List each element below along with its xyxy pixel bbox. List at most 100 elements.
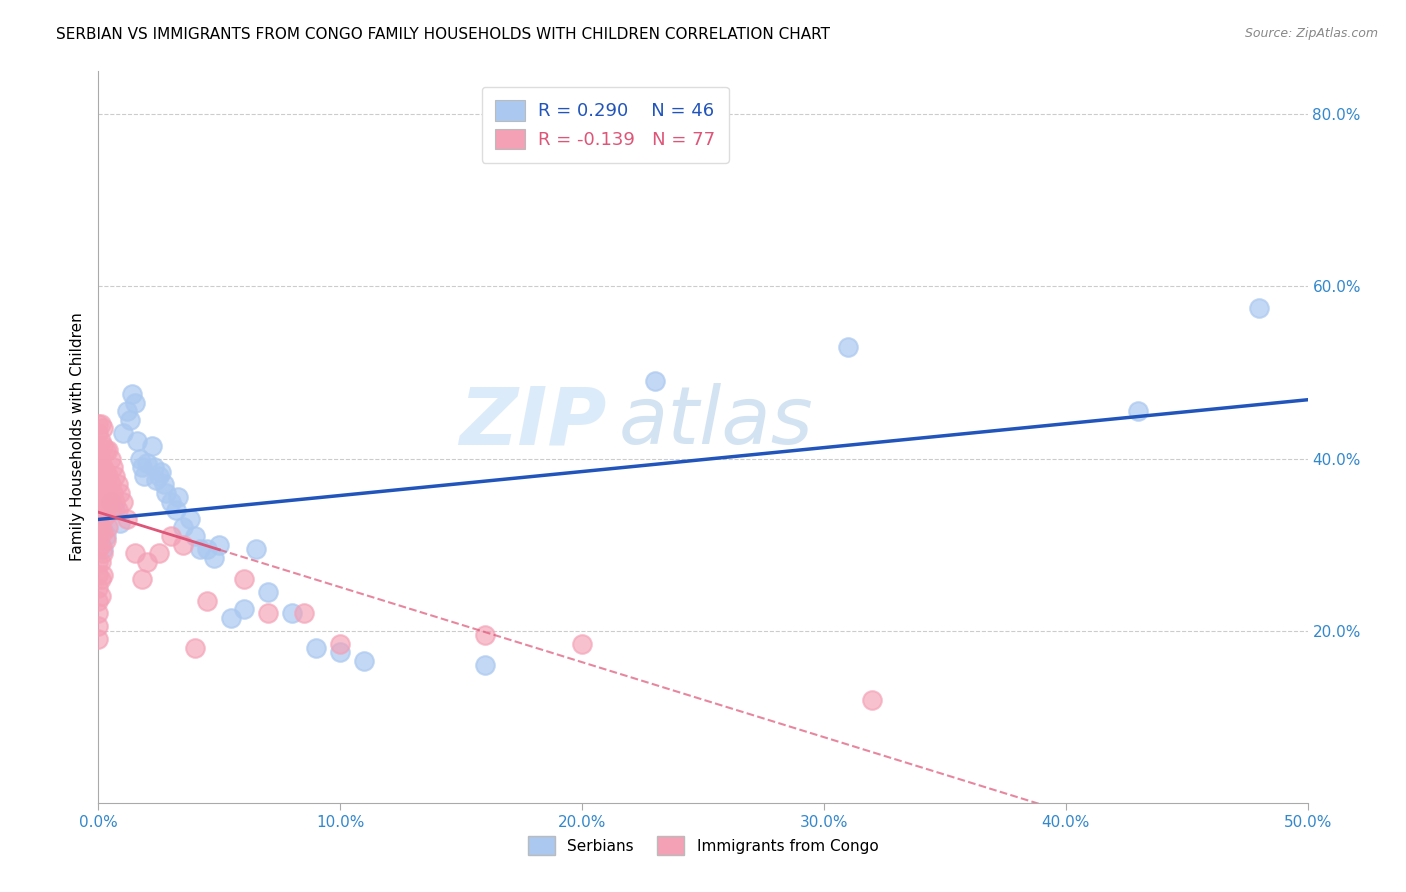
Point	[101, 460, 124, 475]
Text: atlas: atlas	[619, 384, 813, 461]
Point	[97, 494, 120, 508]
Point	[131, 572, 153, 586]
Point	[117, 404, 139, 418]
Y-axis label: Family Households with Children: Family Households with Children	[69, 313, 84, 561]
Point	[87, 567, 110, 582]
Point	[87, 465, 110, 479]
Point	[256, 607, 278, 621]
Point	[172, 520, 194, 534]
Point	[135, 555, 157, 569]
Point	[87, 524, 110, 539]
Point	[184, 529, 207, 543]
Point	[150, 465, 173, 479]
Point	[195, 593, 218, 607]
Point	[128, 451, 150, 466]
Point	[87, 482, 110, 496]
Point	[91, 460, 114, 475]
Point	[90, 538, 112, 552]
Point	[94, 529, 117, 543]
Point	[155, 486, 177, 500]
Point	[860, 692, 883, 706]
Point	[117, 512, 139, 526]
Point	[90, 589, 112, 603]
Point	[87, 439, 110, 453]
Point	[87, 456, 110, 470]
Point	[111, 425, 134, 440]
Point	[94, 508, 117, 522]
Point	[124, 395, 146, 409]
Point	[167, 491, 190, 505]
Point	[91, 482, 114, 496]
Point	[305, 640, 328, 655]
Point	[135, 456, 157, 470]
Point	[87, 516, 110, 530]
Point	[101, 486, 124, 500]
Point	[90, 520, 112, 534]
Point	[148, 546, 170, 560]
Point	[90, 468, 112, 483]
Point	[87, 607, 110, 621]
Point	[94, 533, 117, 548]
Point	[87, 447, 110, 461]
Point	[100, 451, 122, 466]
Point	[90, 520, 112, 534]
Point	[1128, 404, 1150, 418]
Point	[1249, 301, 1271, 315]
Point	[87, 555, 110, 569]
Text: Source: ZipAtlas.com: Source: ZipAtlas.com	[1244, 27, 1378, 40]
Point	[87, 508, 110, 522]
Point	[87, 491, 110, 505]
Point	[353, 654, 375, 668]
Point	[204, 550, 226, 565]
Point	[221, 611, 243, 625]
Point	[97, 468, 120, 483]
Point	[256, 585, 278, 599]
Point	[90, 451, 112, 466]
Point	[90, 417, 112, 432]
Point	[91, 503, 114, 517]
Point	[474, 628, 496, 642]
Point	[131, 460, 153, 475]
Point	[281, 607, 304, 621]
Point	[104, 503, 127, 517]
Point	[329, 637, 352, 651]
Point	[90, 503, 112, 517]
Point	[87, 533, 110, 548]
Point	[104, 468, 127, 483]
Point	[644, 374, 666, 388]
Point	[90, 434, 112, 449]
Point	[107, 477, 129, 491]
Point	[143, 460, 166, 475]
Point	[91, 524, 114, 539]
Text: ZIP: ZIP	[458, 384, 606, 461]
Point	[87, 619, 110, 633]
Point	[107, 503, 129, 517]
Point	[100, 503, 122, 517]
Point	[141, 439, 163, 453]
Point	[172, 538, 194, 552]
Point	[91, 421, 114, 435]
Point	[134, 468, 156, 483]
Point	[97, 442, 120, 457]
Point	[195, 541, 218, 556]
Point	[100, 477, 122, 491]
Point	[245, 541, 267, 556]
Point	[165, 503, 187, 517]
Point	[97, 520, 120, 534]
Point	[87, 593, 110, 607]
Point	[90, 486, 112, 500]
Point	[90, 555, 112, 569]
Point	[571, 637, 593, 651]
Point	[91, 546, 114, 560]
Point	[329, 645, 352, 659]
Point	[292, 607, 315, 621]
Point	[90, 572, 112, 586]
Point	[121, 387, 143, 401]
Point	[160, 494, 183, 508]
Point	[94, 442, 117, 457]
Point	[179, 512, 201, 526]
Point	[145, 473, 167, 487]
Point	[104, 494, 127, 508]
Point	[474, 658, 496, 673]
Point	[87, 473, 110, 487]
